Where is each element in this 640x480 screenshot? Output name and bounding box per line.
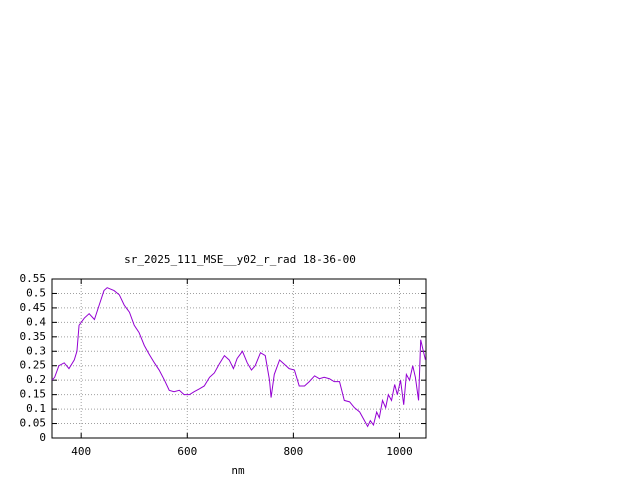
y-tick-label: 0.1 <box>26 402 46 415</box>
y-tick-label: 0.4 <box>26 315 46 328</box>
y-tick-label: 0.55 <box>20 272 47 285</box>
y-tick-label: 0.2 <box>26 373 46 386</box>
y-tick-label: 0.5 <box>26 286 46 299</box>
x-tick-label: 1000 <box>386 445 413 458</box>
x-axis-label: nm <box>231 464 245 477</box>
x-tick-label: 800 <box>283 445 303 458</box>
y-tick-label: 0.25 <box>20 359 47 372</box>
y-tick-label: 0.05 <box>20 417 47 430</box>
data-line <box>51 287 426 428</box>
chart-title: sr_2025_111_MSE__y02_r_rad 18-36-00 <box>124 253 356 266</box>
y-tick-label: 0.3 <box>26 344 46 357</box>
x-tick-label: 400 <box>71 445 91 458</box>
y-tick-label: 0.45 <box>20 301 47 314</box>
plot-border <box>51 278 427 439</box>
x-tick-label: 600 <box>177 445 197 458</box>
y-tick-label: 0 <box>39 431 46 444</box>
y-tick-label: 0.15 <box>20 388 47 401</box>
y-tick-label: 0.35 <box>20 330 47 343</box>
